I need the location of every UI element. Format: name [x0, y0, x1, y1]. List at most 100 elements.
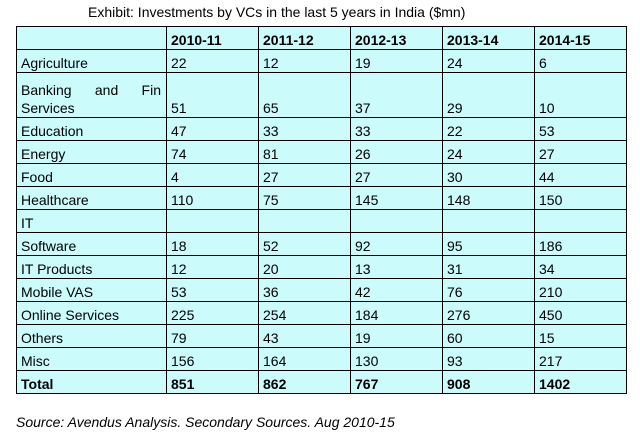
value-cell: 27 [534, 140, 627, 164]
value-cell: 12 [166, 255, 259, 279]
total-value: 908 [442, 370, 535, 394]
sector-label: IT Products [16, 255, 167, 279]
value-cell: 79 [166, 324, 259, 348]
sector-label: Energy [16, 140, 167, 164]
value-cell: 27 [258, 163, 351, 187]
table-row: Healthcare 110 75 145 148 150 [16, 186, 627, 210]
value-cell: 15 [534, 324, 627, 348]
vc-investment-table: 2010-11 2011-12 2012-13 2013-14 2014-15 … [16, 26, 627, 394]
source-note: Source: Avendus Analysis. Secondary Sour… [16, 414, 395, 430]
value-cell: 22 [166, 49, 259, 73]
value-cell: 145 [350, 186, 443, 210]
table-row: Agriculture 22 12 19 24 6 [16, 49, 627, 73]
value-cell: 31 [442, 255, 535, 279]
table-row: Energy 74 81 26 24 27 [16, 140, 627, 164]
value-cell: 19 [350, 324, 443, 348]
header-cell-blank [16, 26, 167, 50]
table-row: Mobile VAS 53 36 42 76 210 [16, 278, 627, 302]
value-cell: 52 [258, 232, 351, 256]
value-cell: 13 [350, 255, 443, 279]
exhibit-title: Exhibit: Investments by VCs in the last … [88, 4, 466, 20]
total-value: 767 [350, 370, 443, 394]
value-cell: 29 [442, 72, 535, 118]
value-cell: 19 [350, 49, 443, 73]
total-label: Total [16, 370, 167, 394]
sector-label-word: Fin [141, 82, 161, 98]
table-row: Others 79 43 19 60 15 [16, 324, 627, 348]
value-cell: 156 [166, 347, 259, 371]
value-cell: 217 [534, 347, 627, 371]
sector-label: Software [16, 232, 167, 256]
table-row: Software 18 52 92 95 186 [16, 232, 627, 256]
table-row: IT Products 12 20 13 31 34 [16, 255, 627, 279]
table-row: Online Services 225 254 184 276 450 [16, 301, 627, 325]
value-cell: 184 [350, 301, 443, 325]
sector-label-word: and [94, 82, 119, 98]
value-cell: 65 [258, 72, 351, 118]
value-cell: 210 [534, 278, 627, 302]
value-cell: 24 [442, 49, 535, 73]
value-cell: 276 [442, 301, 535, 325]
value-cell: 18 [166, 232, 259, 256]
value-cell: 37 [350, 72, 443, 118]
sector-label: Online Services [16, 301, 167, 325]
value-cell: 6 [534, 49, 627, 73]
sector-label: Banking and Fin Services [16, 72, 167, 118]
value-cell: 95 [442, 232, 535, 256]
empty-cell [350, 209, 443, 233]
value-cell: 150 [534, 186, 627, 210]
header-row: 2010-11 2011-12 2012-13 2013-14 2014-15 [16, 26, 627, 50]
value-cell: 33 [258, 117, 351, 141]
value-cell: 81 [258, 140, 351, 164]
table-row: Banking and Fin Services 51 65 37 29 10 [16, 72, 627, 118]
value-cell: 30 [442, 163, 535, 187]
table-row: Misc 156 164 130 93 217 [16, 347, 627, 371]
value-cell: 47 [166, 117, 259, 141]
sector-label: Healthcare [16, 186, 167, 210]
header-cell-year: 2011-12 [258, 26, 351, 50]
value-cell: 34 [534, 255, 627, 279]
value-cell: 27 [350, 163, 443, 187]
table-row: Food 4 27 27 30 44 [16, 163, 627, 187]
empty-cell [166, 209, 259, 233]
value-cell: 51 [166, 72, 259, 118]
header-cell-year: 2013-14 [442, 26, 535, 50]
sector-label: IT [16, 209, 167, 233]
value-cell: 10 [534, 72, 627, 118]
value-cell: 24 [442, 140, 535, 164]
value-cell: 225 [166, 301, 259, 325]
value-cell: 12 [258, 49, 351, 73]
total-value: 851 [166, 370, 259, 394]
table-row: Education 47 33 33 22 53 [16, 117, 627, 141]
sector-label-line2: Services [21, 100, 75, 116]
value-cell: 75 [258, 186, 351, 210]
value-cell: 53 [166, 278, 259, 302]
value-cell: 26 [350, 140, 443, 164]
empty-cell [442, 209, 535, 233]
sector-label: Food [16, 163, 167, 187]
total-value: 862 [258, 370, 351, 394]
sector-label: Others [16, 324, 167, 348]
total-value: 1402 [534, 370, 627, 394]
sector-label-line1: Banking and Fin [21, 81, 161, 99]
header-cell-year: 2012-13 [350, 26, 443, 50]
value-cell: 22 [442, 117, 535, 141]
header-cell-year: 2010-11 [166, 26, 259, 50]
value-cell: 148 [442, 186, 535, 210]
total-row: Total 851 862 767 908 1402 [16, 370, 627, 394]
value-cell: 42 [350, 278, 443, 302]
table-row-subhead: IT [16, 209, 627, 233]
value-cell: 44 [534, 163, 627, 187]
value-cell: 4 [166, 163, 259, 187]
empty-cell [258, 209, 351, 233]
sector-label: Misc [16, 347, 167, 371]
value-cell: 93 [442, 347, 535, 371]
value-cell: 76 [442, 278, 535, 302]
value-cell: 36 [258, 278, 351, 302]
header-cell-year: 2014-15 [534, 26, 627, 50]
value-cell: 164 [258, 347, 351, 371]
value-cell: 74 [166, 140, 259, 164]
value-cell: 450 [534, 301, 627, 325]
sector-label: Education [16, 117, 167, 141]
value-cell: 254 [258, 301, 351, 325]
